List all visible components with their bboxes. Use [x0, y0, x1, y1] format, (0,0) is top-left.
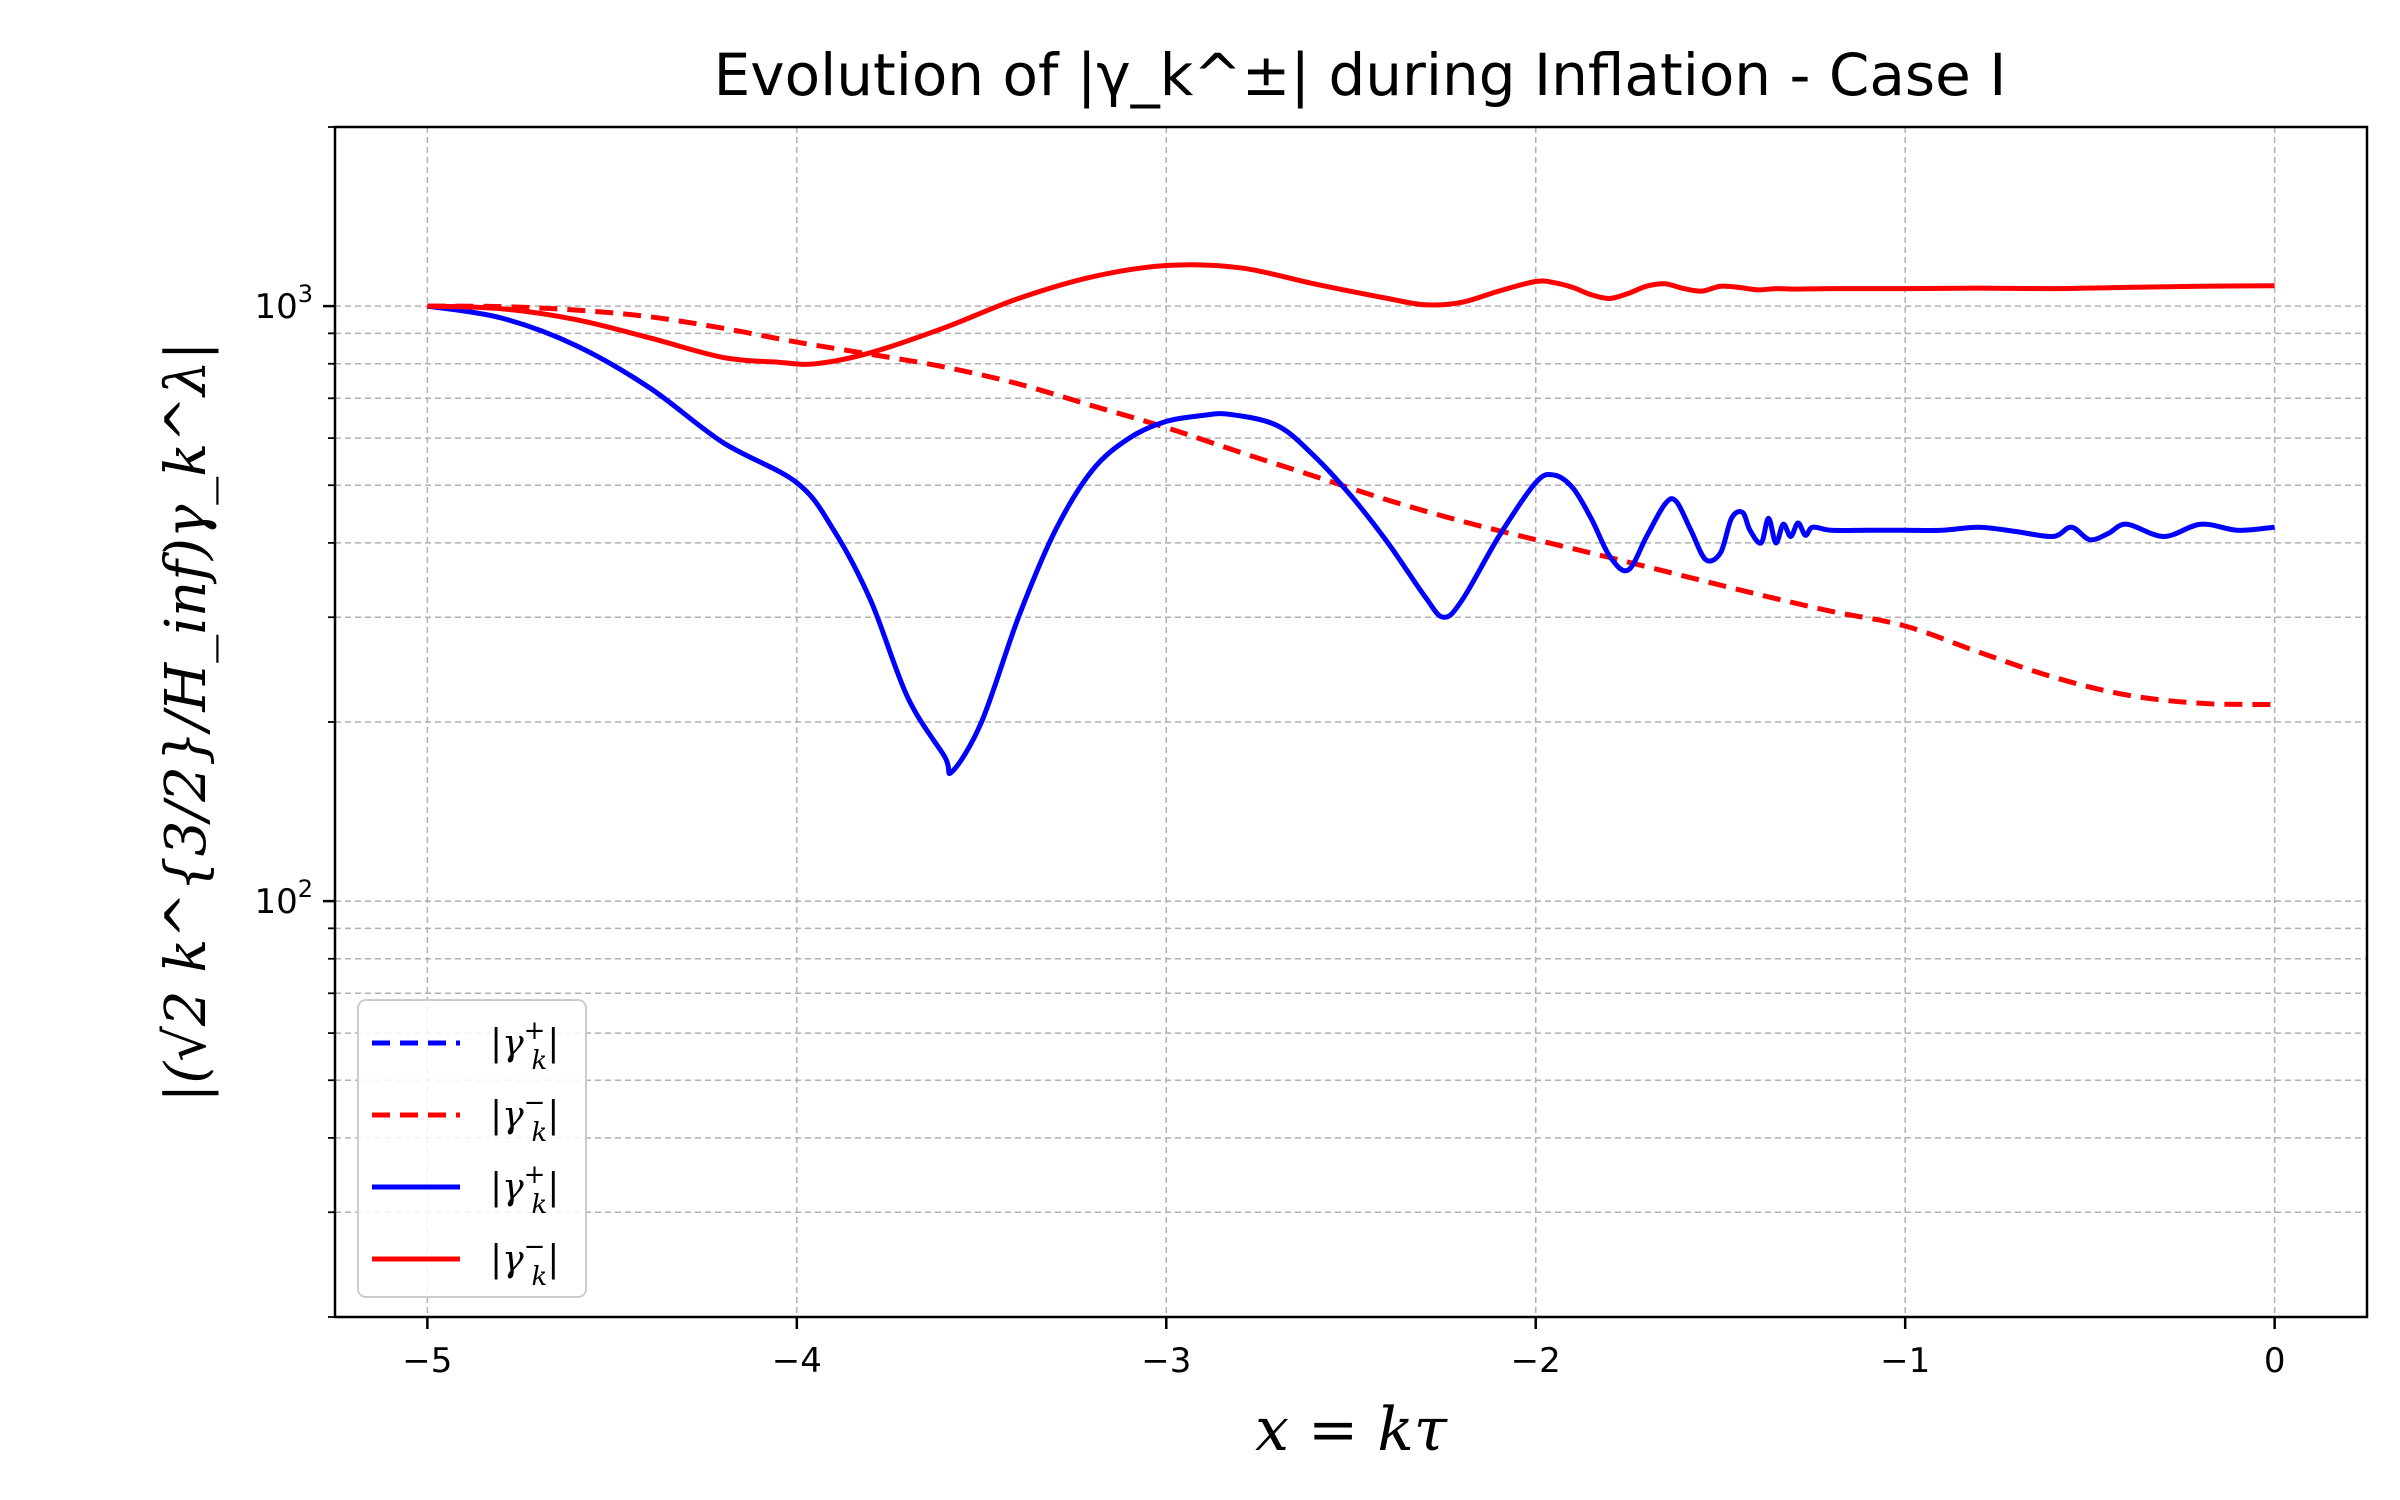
y-axis-ticks: 102 103: [254, 126, 335, 1318]
plot-area: −5 −4 −3 −2 −1 0 102 103: [254, 125, 2369, 1381]
x-tick-label: −2: [1511, 1341, 1561, 1381]
x-tick-label: −5: [402, 1341, 452, 1381]
series-line-2: [426, 303, 2275, 777]
x-axis-label: x = kτ: [1255, 1395, 1448, 1465]
x-tick-label: −3: [1141, 1341, 1191, 1381]
grid-lines: [335, 126, 2367, 1318]
x-tick-label: 0: [2264, 1341, 2286, 1381]
x-axis-ticks: −5 −4 −3 −2 −1 0: [402, 1317, 2285, 1381]
legend-label-2: |γ+ k|: [490, 1160, 559, 1220]
legend-label-0: |γ+ k|: [490, 1016, 559, 1076]
y-axis-label: |(√2 k^{3/2}/H_inf)γ_k^λ|: [154, 341, 219, 1102]
series-line-3: [427, 262, 2275, 367]
legend-box: [357, 999, 587, 1298]
legend: |γ+ k| |γ− k| |γ+ k| |γ− k|: [357, 999, 587, 1298]
series-layer: [426, 262, 2275, 777]
legend-label-3: |γ− k|: [490, 1232, 559, 1292]
x-tick-label: −4: [772, 1341, 822, 1381]
chart-title: Evolution of |γ_k^±| during Inflation - …: [714, 41, 2007, 109]
legend-label-1: |γ− k|: [490, 1088, 559, 1148]
y-tick-label: 103: [254, 280, 313, 327]
x-tick-label: −1: [1880, 1341, 1930, 1381]
y-tick-label: 102: [254, 875, 313, 922]
